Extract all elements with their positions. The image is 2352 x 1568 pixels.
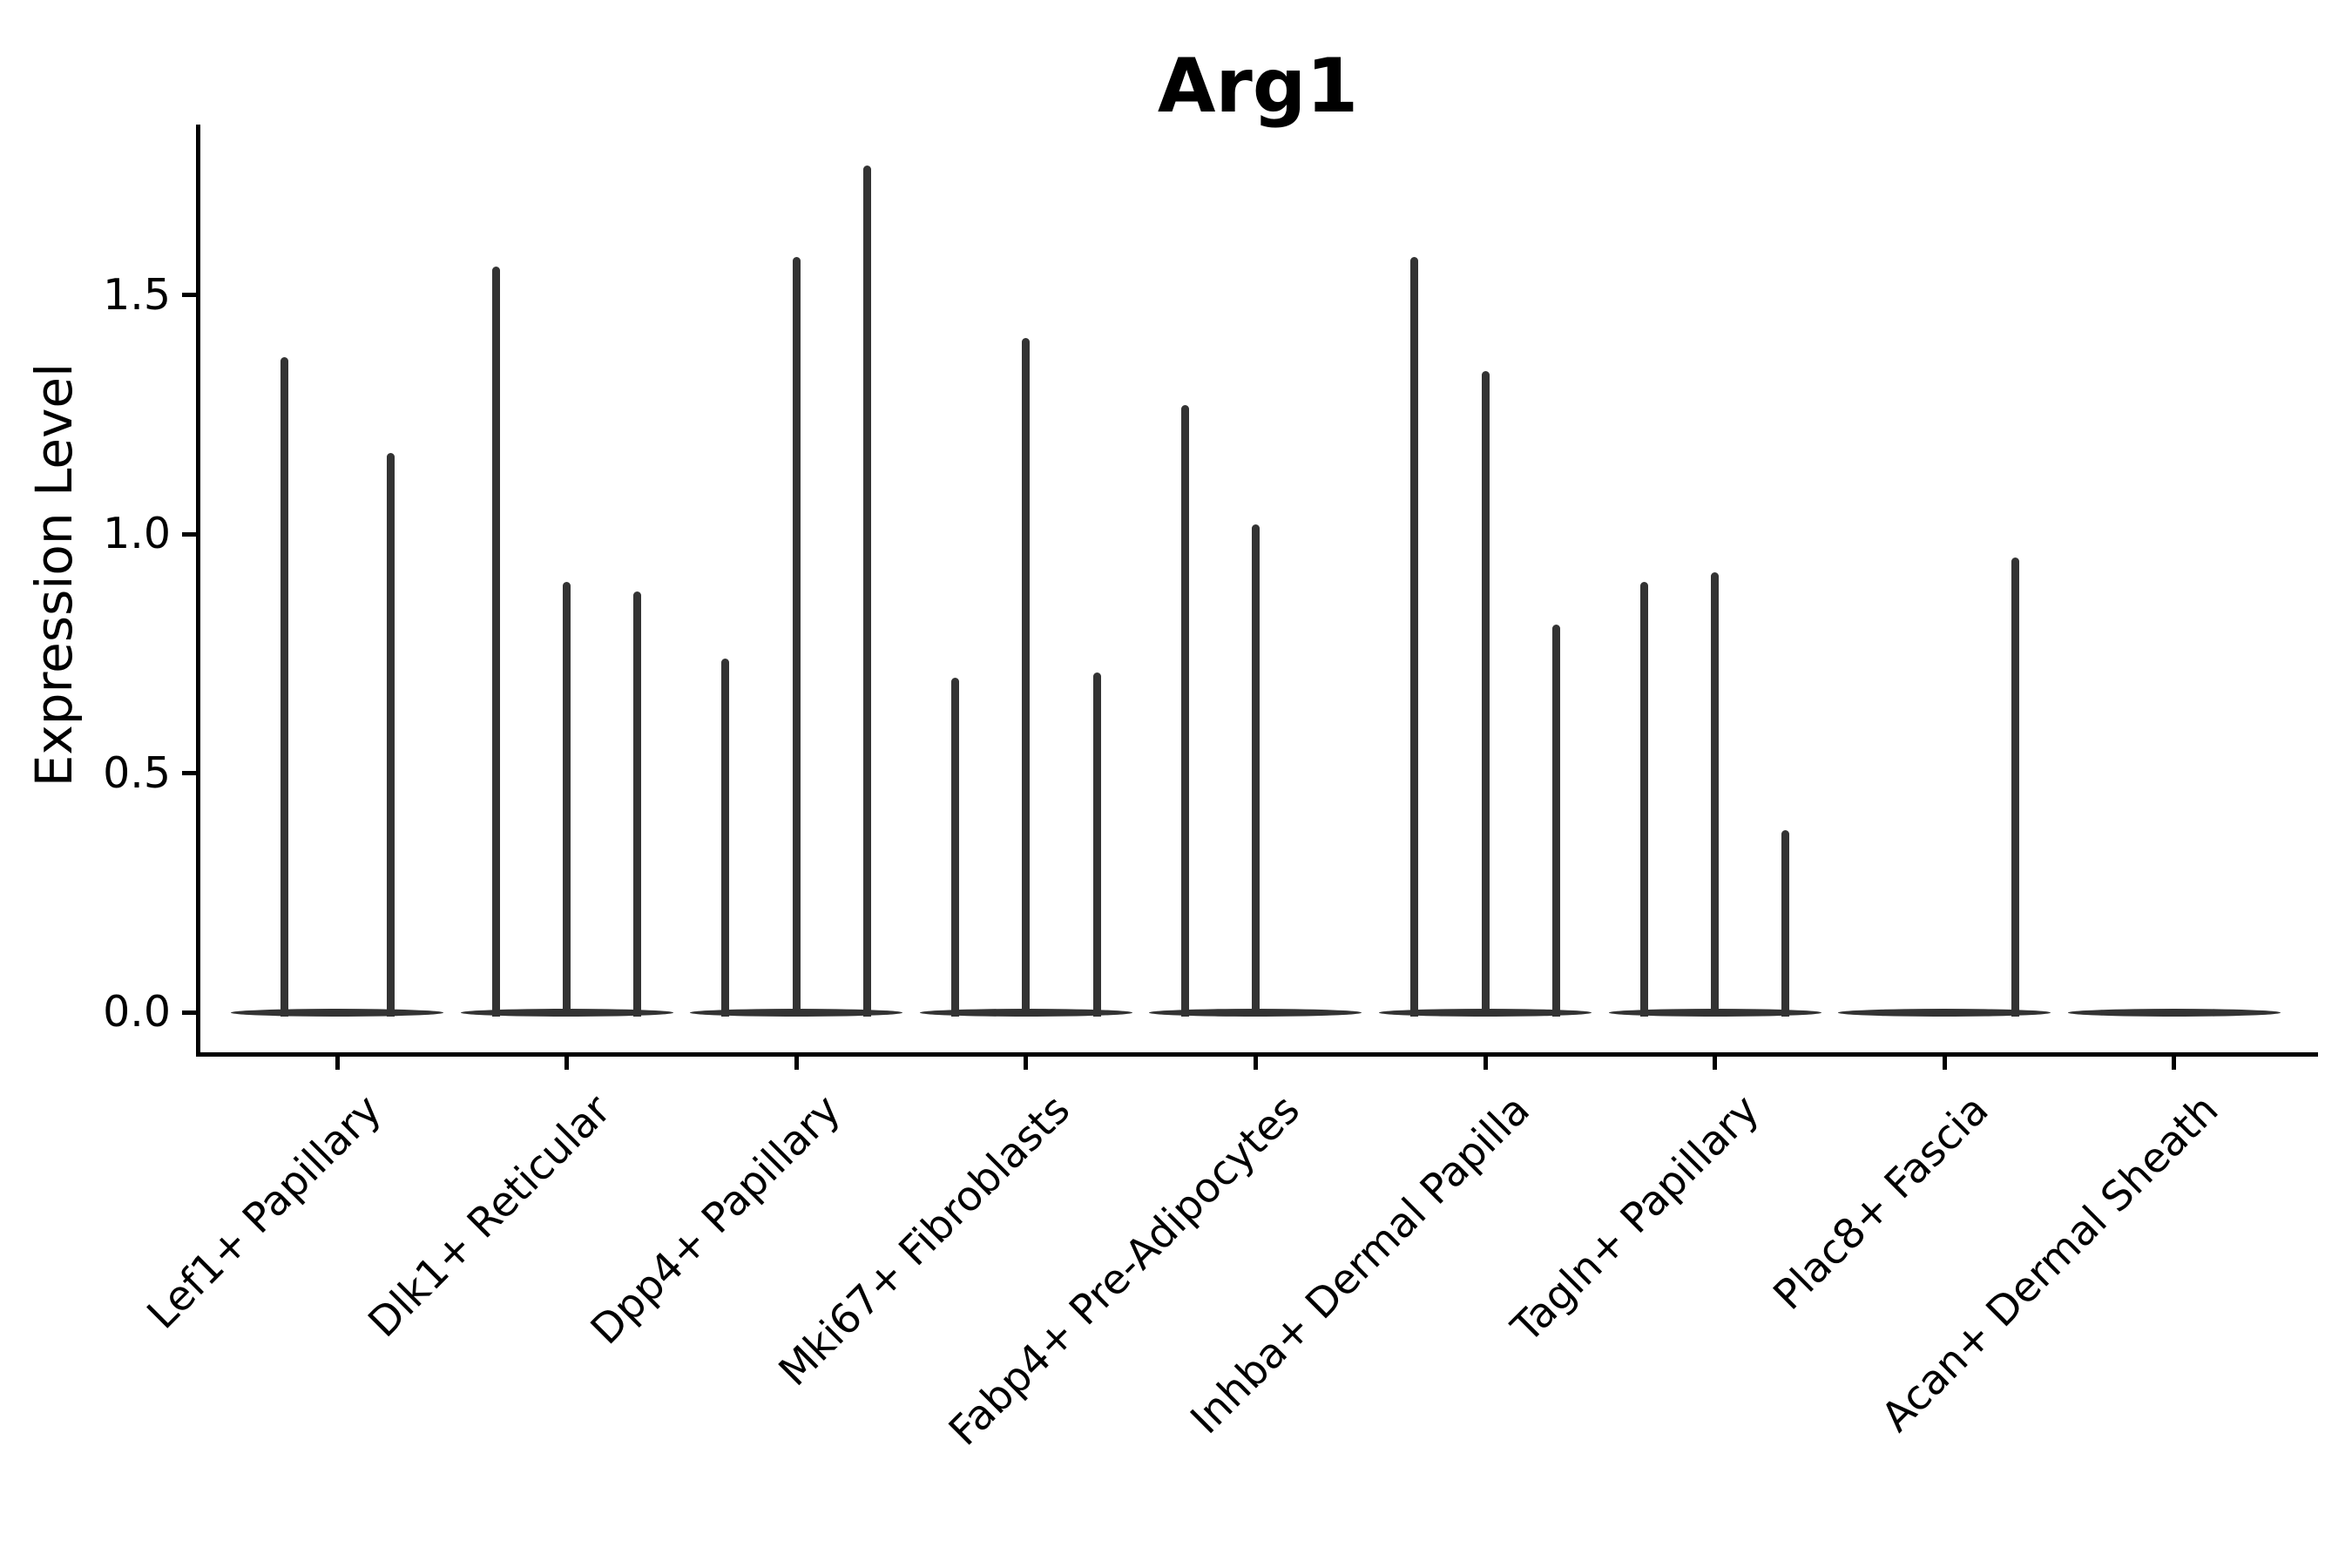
y-tick-mark: [181, 1010, 196, 1015]
y-tick-label: 1.5: [103, 269, 171, 320]
x-tick-label: Dpp4+ Papillary: [582, 1085, 850, 1355]
x-tick-mark: [1942, 1056, 1947, 1070]
x-tick-mark: [1713, 1056, 1718, 1070]
violin-spike: [1781, 830, 1790, 1017]
y-tick-mark: [181, 293, 196, 297]
y-tick-label: 0.0: [103, 987, 171, 1037]
violin-spike: [1251, 524, 1260, 1017]
plot-title: Arg1: [1157, 43, 1359, 130]
x-tick-mark: [1483, 1056, 1488, 1070]
y-axis-label: Expression Level: [24, 362, 84, 787]
y-axis-spine: [195, 125, 200, 1057]
y-tick-label: 0.5: [103, 747, 171, 798]
violin-base: [231, 1009, 443, 1017]
y-tick-mark: [181, 531, 196, 537]
violin-spike: [1092, 672, 1101, 1017]
violin-base: [2067, 1009, 2281, 1017]
violin-spike: [633, 591, 642, 1017]
x-tick-label: Dlk1+ Reticular: [359, 1085, 621, 1348]
x-tick-mark: [794, 1056, 799, 1070]
violin-spike: [1481, 371, 1490, 1017]
violin-spike: [721, 658, 730, 1017]
x-axis-spine: [195, 1051, 2318, 1057]
violin-spike: [1180, 404, 1189, 1017]
violin-spike: [491, 266, 500, 1017]
violin-spike: [1410, 256, 1419, 1017]
violin-spike: [792, 256, 801, 1017]
violin-spike: [1639, 581, 1648, 1017]
x-tick-label: Lef1+ Papillary: [138, 1085, 391, 1339]
violin-spike: [1711, 571, 1720, 1017]
y-tick-label: 1.0: [103, 509, 171, 558]
x-tick-mark: [1253, 1056, 1258, 1070]
violin-spike: [563, 581, 571, 1017]
violin-spike: [386, 452, 395, 1017]
x-tick-mark: [335, 1056, 340, 1070]
violin-spike: [950, 677, 959, 1017]
violin-spike: [1022, 337, 1031, 1017]
violin-spike: [1551, 625, 1560, 1017]
x-tick-label: Tagln+ Papillary: [1502, 1085, 1769, 1352]
x-tick-mark: [2172, 1056, 2177, 1070]
violin-base: [1838, 1009, 2051, 1017]
x-tick-mark: [564, 1056, 570, 1070]
violin-spike: [863, 166, 872, 1017]
y-tick-mark: [181, 771, 196, 775]
x-tick-mark: [1024, 1056, 1029, 1070]
x-tick-label: Plac8+ Fascia: [1764, 1085, 1998, 1320]
violin-spike: [2011, 558, 2020, 1017]
violin-spike: [280, 356, 288, 1017]
